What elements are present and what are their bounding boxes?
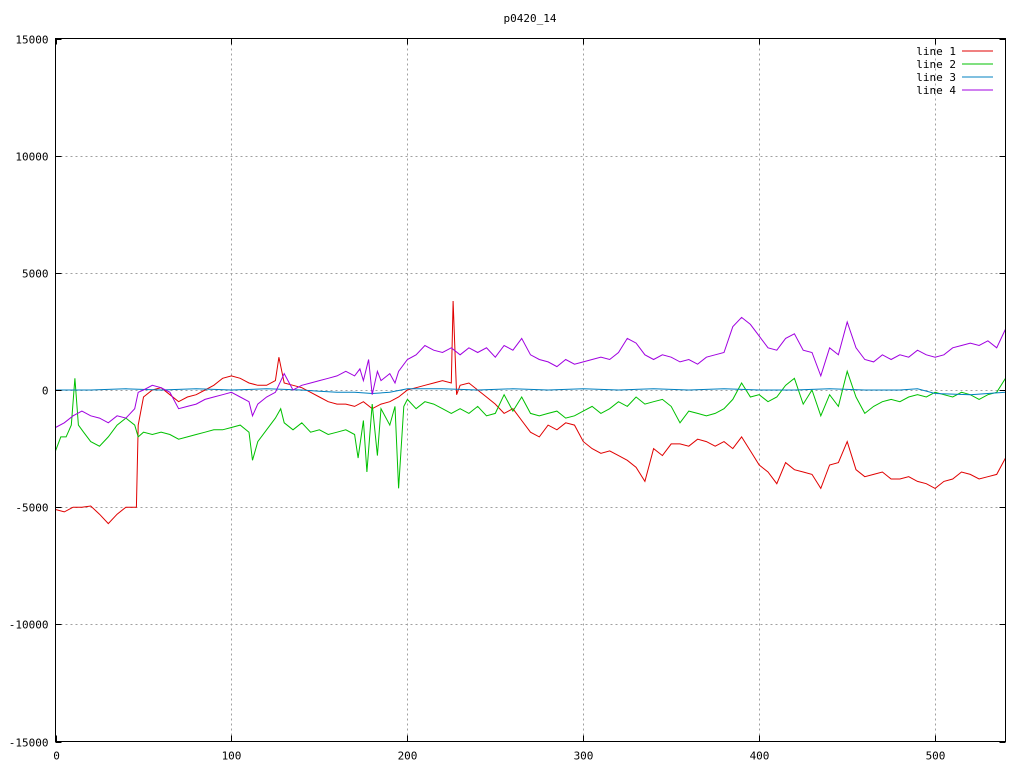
- x-tick-label: 0: [53, 750, 60, 763]
- legend-label: line 1: [916, 45, 956, 58]
- x-tick-label: 300: [574, 750, 594, 763]
- y-tick-label: -10000: [9, 619, 49, 632]
- series-line-2: [55, 369, 1006, 489]
- x-tick-label: 400: [750, 750, 770, 763]
- y-tick-label: -15000: [9, 737, 49, 750]
- y-tick-label: 0: [42, 385, 49, 398]
- x-tick-label: 200: [398, 750, 418, 763]
- y-tick-label: 5000: [22, 268, 49, 281]
- y-tick-label: 15000: [15, 34, 48, 47]
- y-tick-label: -5000: [15, 502, 48, 515]
- x-tick-label: 500: [926, 750, 946, 763]
- series-line-3: [55, 388, 1006, 396]
- y-tick-label: 10000: [15, 151, 48, 164]
- axis-ticks: 0 100 200 300 400 500 -15000 -10000 -5000 0 5000 10…: [9, 34, 1006, 763]
- chart-title: p0420_14: [504, 12, 557, 25]
- x-tick-label: 100: [222, 750, 242, 763]
- series-group: [55, 300, 1006, 525]
- legend-label: line 2: [916, 58, 956, 71]
- series-line-1: [55, 300, 1006, 525]
- legend-label: line 4: [916, 84, 956, 97]
- series-line-4: [55, 316, 1006, 428]
- legend-label: line 3: [916, 71, 956, 84]
